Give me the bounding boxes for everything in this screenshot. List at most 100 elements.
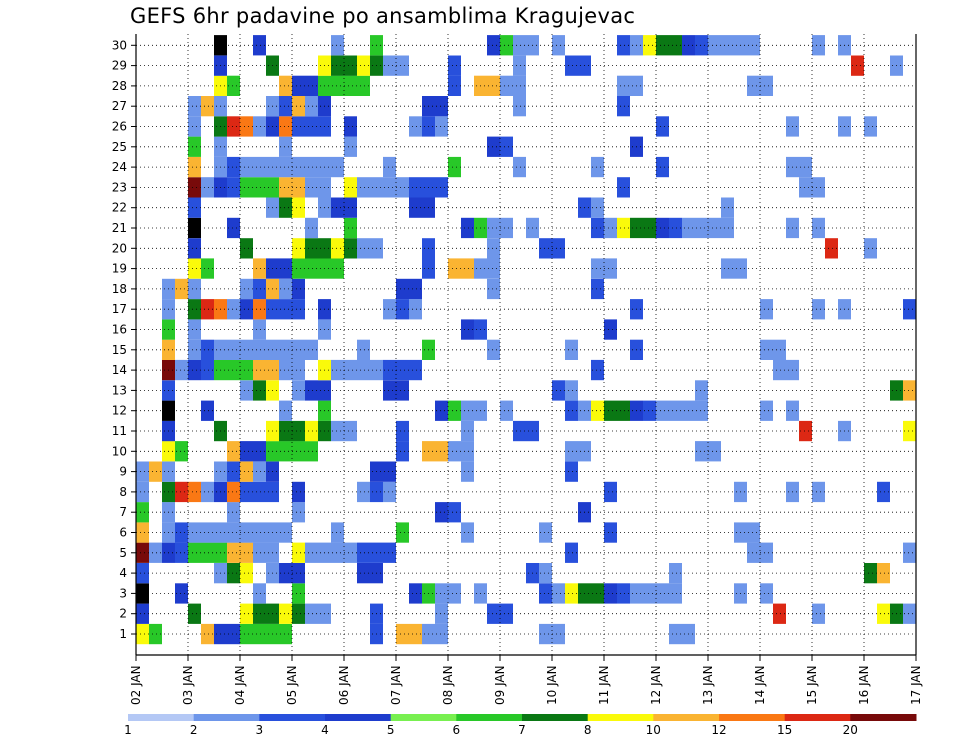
- heatmap-cell: [552, 238, 565, 259]
- x-tick-label: 05 JAN: [285, 665, 299, 705]
- heatmap-cell: [656, 156, 669, 178]
- heatmap-cell: [292, 96, 305, 117]
- heatmap-cell: [227, 522, 240, 543]
- heatmap-cell: [201, 400, 214, 421]
- y-tick-label: 4: [119, 566, 127, 580]
- heatmap-cell: [448, 75, 461, 96]
- heatmap-cell: [188, 197, 201, 218]
- x-tick-label: 04 JAN: [233, 665, 247, 705]
- heatmap-cell: [201, 542, 214, 563]
- heatmap-cell: [292, 177, 305, 198]
- heatmap-cell: [643, 217, 656, 239]
- heatmap-cell: [591, 197, 604, 218]
- heatmap-cell: [279, 75, 292, 96]
- heatmap-cell: [305, 603, 318, 624]
- heatmap-cell: [617, 177, 630, 198]
- heatmap-cell: [331, 258, 344, 279]
- heatmap-cell: [305, 258, 318, 279]
- heatmap-cell: [448, 441, 461, 462]
- heatmap-cell: [279, 522, 292, 543]
- y-tick-label: 27: [112, 99, 127, 113]
- heatmap-cell: [136, 542, 149, 563]
- heatmap-cell: [617, 400, 630, 421]
- heatmap-cell: [643, 583, 656, 604]
- heatmap-cell: [409, 359, 422, 381]
- heatmap-cell: [357, 359, 370, 381]
- heatmap-cell: [435, 603, 448, 624]
- heatmap-cell: [604, 481, 617, 503]
- colorbar-swatch: [390, 714, 457, 721]
- heatmap-cell: [201, 359, 214, 381]
- colorbar-swatch: [259, 714, 326, 721]
- heatmap-cell: [773, 359, 786, 381]
- y-tick-label: 14: [112, 363, 127, 377]
- heatmap-cell: [435, 441, 448, 462]
- y-tick-label: 26: [112, 120, 127, 134]
- heatmap-cell: [279, 177, 292, 198]
- heatmap-cell: [292, 441, 305, 462]
- y-tick-label: 1: [119, 627, 127, 641]
- heatmap-cell: [240, 542, 253, 563]
- heatmap-cell: [344, 217, 357, 239]
- heatmap-cell: [240, 461, 253, 482]
- heatmap-cell: [604, 400, 617, 421]
- heatmap-cell: [279, 299, 292, 320]
- heatmap-cell: [435, 400, 448, 421]
- heatmap-cell: [227, 441, 240, 462]
- heatmap-cell: [552, 380, 565, 401]
- heatmap-cell: [292, 380, 305, 401]
- x-tick-label: 11 JAN: [597, 665, 611, 705]
- heatmap-cell: [383, 359, 396, 381]
- heatmap-cell: [721, 217, 734, 239]
- heatmap-cell: [188, 339, 201, 360]
- heatmap-cell: [708, 35, 721, 56]
- y-tick-label: 13: [112, 383, 127, 397]
- heatmap-cell: [656, 116, 669, 137]
- heatmap-cell: [565, 461, 578, 482]
- heatmap-cell: [747, 522, 760, 543]
- heatmap-cell: [279, 400, 292, 421]
- heatmap-cell: [721, 197, 734, 218]
- y-tick-label: 20: [112, 241, 127, 255]
- heatmap-cell: [812, 177, 825, 198]
- heatmap-cell: [253, 542, 266, 563]
- y-tick-label: 3: [119, 586, 127, 600]
- x-tick-label: 02 JAN: [129, 665, 143, 705]
- heatmap-cell: [747, 75, 760, 96]
- heatmap-cell: [305, 116, 318, 137]
- y-tick-label: 11: [112, 424, 127, 438]
- heatmap-cell: [487, 258, 500, 279]
- heatmap-cell: [721, 35, 734, 56]
- heatmap-cell: [500, 136, 513, 157]
- y-tick-label: 22: [112, 201, 127, 215]
- heatmap-cell: [305, 238, 318, 259]
- heatmap-cell: [487, 75, 500, 96]
- heatmap-cell: [253, 299, 266, 320]
- heatmap-cell: [773, 339, 786, 360]
- heatmap-cell: [227, 623, 240, 645]
- heatmap-cell: [331, 238, 344, 259]
- heatmap-cell: [240, 380, 253, 401]
- heatmap-cell: [331, 522, 344, 543]
- heatmap-cell: [305, 542, 318, 563]
- heatmap-cell: [669, 217, 682, 239]
- heatmap-cell: [669, 400, 682, 421]
- heatmap-cell: [760, 400, 773, 421]
- heatmap-cell: [409, 299, 422, 320]
- heatmap-cell: [175, 481, 188, 503]
- heatmap-cell: [253, 359, 266, 381]
- heatmap-cell: [136, 603, 149, 624]
- heatmap-cell: [396, 299, 409, 320]
- y-axis: 1234567891011121314151617181920212223242…: [112, 38, 136, 641]
- heatmap-cell: [903, 542, 916, 563]
- heatmap-cell: [409, 197, 422, 218]
- heatmap-cell: [253, 116, 266, 137]
- heatmap-cell: [279, 197, 292, 218]
- heatmap-cell: [877, 603, 890, 624]
- heatmap-cell: [591, 258, 604, 279]
- colorbar-swatch: [850, 714, 917, 721]
- heatmap-cell: [331, 75, 344, 96]
- heatmap-cell: [617, 75, 630, 96]
- heatmap-cell: [240, 116, 253, 137]
- heatmap-cell: [331, 55, 344, 76]
